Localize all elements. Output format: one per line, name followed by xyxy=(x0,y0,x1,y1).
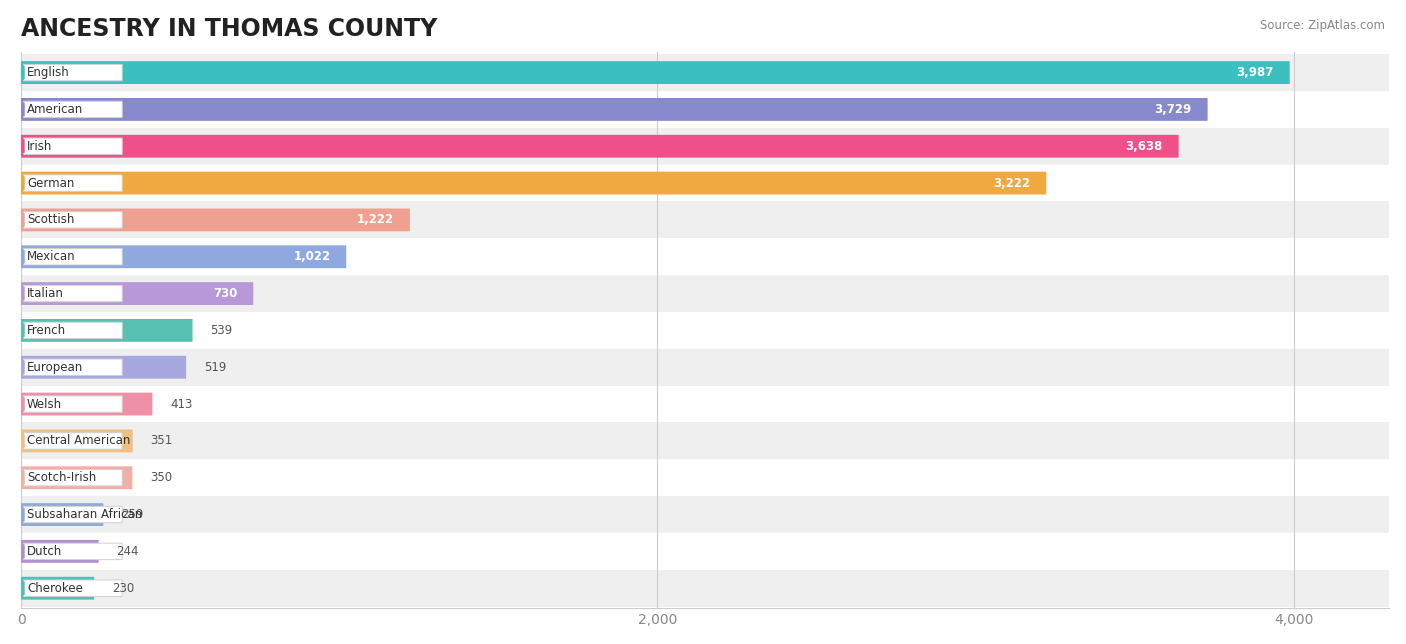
FancyBboxPatch shape xyxy=(21,245,346,268)
FancyBboxPatch shape xyxy=(21,165,1389,202)
Text: Dutch: Dutch xyxy=(27,545,62,558)
FancyBboxPatch shape xyxy=(24,285,122,302)
FancyBboxPatch shape xyxy=(21,422,1389,459)
Text: Scotch-Irish: Scotch-Irish xyxy=(27,471,96,484)
FancyBboxPatch shape xyxy=(21,238,1389,275)
FancyBboxPatch shape xyxy=(24,433,122,449)
FancyBboxPatch shape xyxy=(21,275,1389,312)
FancyBboxPatch shape xyxy=(21,128,1389,165)
FancyBboxPatch shape xyxy=(21,54,1389,91)
FancyBboxPatch shape xyxy=(21,319,193,342)
Text: 259: 259 xyxy=(121,508,143,521)
Text: ANCESTRY IN THOMAS COUNTY: ANCESTRY IN THOMAS COUNTY xyxy=(21,17,437,41)
FancyBboxPatch shape xyxy=(21,540,98,563)
Text: 3,222: 3,222 xyxy=(993,176,1031,189)
Text: 730: 730 xyxy=(214,287,238,300)
FancyBboxPatch shape xyxy=(21,98,1208,121)
FancyBboxPatch shape xyxy=(24,396,122,412)
FancyBboxPatch shape xyxy=(24,506,122,523)
Text: Welsh: Welsh xyxy=(27,397,62,411)
Text: American: American xyxy=(27,103,83,116)
FancyBboxPatch shape xyxy=(21,135,1178,158)
FancyBboxPatch shape xyxy=(24,249,122,265)
FancyBboxPatch shape xyxy=(21,503,104,526)
FancyBboxPatch shape xyxy=(21,349,1389,386)
FancyBboxPatch shape xyxy=(24,359,122,375)
FancyBboxPatch shape xyxy=(24,543,122,560)
Text: Central American: Central American xyxy=(27,435,131,448)
FancyBboxPatch shape xyxy=(24,469,122,486)
FancyBboxPatch shape xyxy=(24,322,122,339)
Text: 413: 413 xyxy=(170,397,193,411)
FancyBboxPatch shape xyxy=(21,282,253,305)
FancyBboxPatch shape xyxy=(24,101,122,118)
Text: European: European xyxy=(27,361,83,374)
Text: 3,987: 3,987 xyxy=(1236,66,1274,79)
FancyBboxPatch shape xyxy=(21,202,1389,238)
FancyBboxPatch shape xyxy=(24,138,122,155)
FancyBboxPatch shape xyxy=(21,577,94,600)
FancyBboxPatch shape xyxy=(21,430,132,452)
FancyBboxPatch shape xyxy=(21,356,186,379)
Text: Mexican: Mexican xyxy=(27,251,76,263)
Text: 350: 350 xyxy=(150,471,172,484)
Text: 1,022: 1,022 xyxy=(294,251,330,263)
FancyBboxPatch shape xyxy=(21,570,1389,607)
Text: Italian: Italian xyxy=(27,287,63,300)
Text: German: German xyxy=(27,176,75,189)
Text: 351: 351 xyxy=(150,435,173,448)
Text: Subsaharan African: Subsaharan African xyxy=(27,508,142,521)
Text: English: English xyxy=(27,66,70,79)
FancyBboxPatch shape xyxy=(21,459,1389,496)
FancyBboxPatch shape xyxy=(21,312,1389,349)
Text: 3,729: 3,729 xyxy=(1154,103,1192,116)
FancyBboxPatch shape xyxy=(21,172,1046,194)
FancyBboxPatch shape xyxy=(24,175,122,191)
Text: 539: 539 xyxy=(209,324,232,337)
Text: 519: 519 xyxy=(204,361,226,374)
Text: 3,638: 3,638 xyxy=(1125,140,1163,153)
Text: Source: ZipAtlas.com: Source: ZipAtlas.com xyxy=(1260,19,1385,32)
FancyBboxPatch shape xyxy=(21,386,1389,422)
FancyBboxPatch shape xyxy=(21,61,1289,84)
FancyBboxPatch shape xyxy=(21,393,152,415)
Text: 230: 230 xyxy=(111,582,134,594)
Text: Irish: Irish xyxy=(27,140,52,153)
Text: Cherokee: Cherokee xyxy=(27,582,83,594)
FancyBboxPatch shape xyxy=(24,212,122,228)
Text: Scottish: Scottish xyxy=(27,213,75,227)
FancyBboxPatch shape xyxy=(21,91,1389,128)
FancyBboxPatch shape xyxy=(21,533,1389,570)
FancyBboxPatch shape xyxy=(21,466,132,489)
Text: French: French xyxy=(27,324,66,337)
FancyBboxPatch shape xyxy=(24,580,122,596)
FancyBboxPatch shape xyxy=(21,209,411,231)
FancyBboxPatch shape xyxy=(24,64,122,80)
Text: 1,222: 1,222 xyxy=(357,213,394,227)
Text: 244: 244 xyxy=(117,545,139,558)
FancyBboxPatch shape xyxy=(21,496,1389,533)
